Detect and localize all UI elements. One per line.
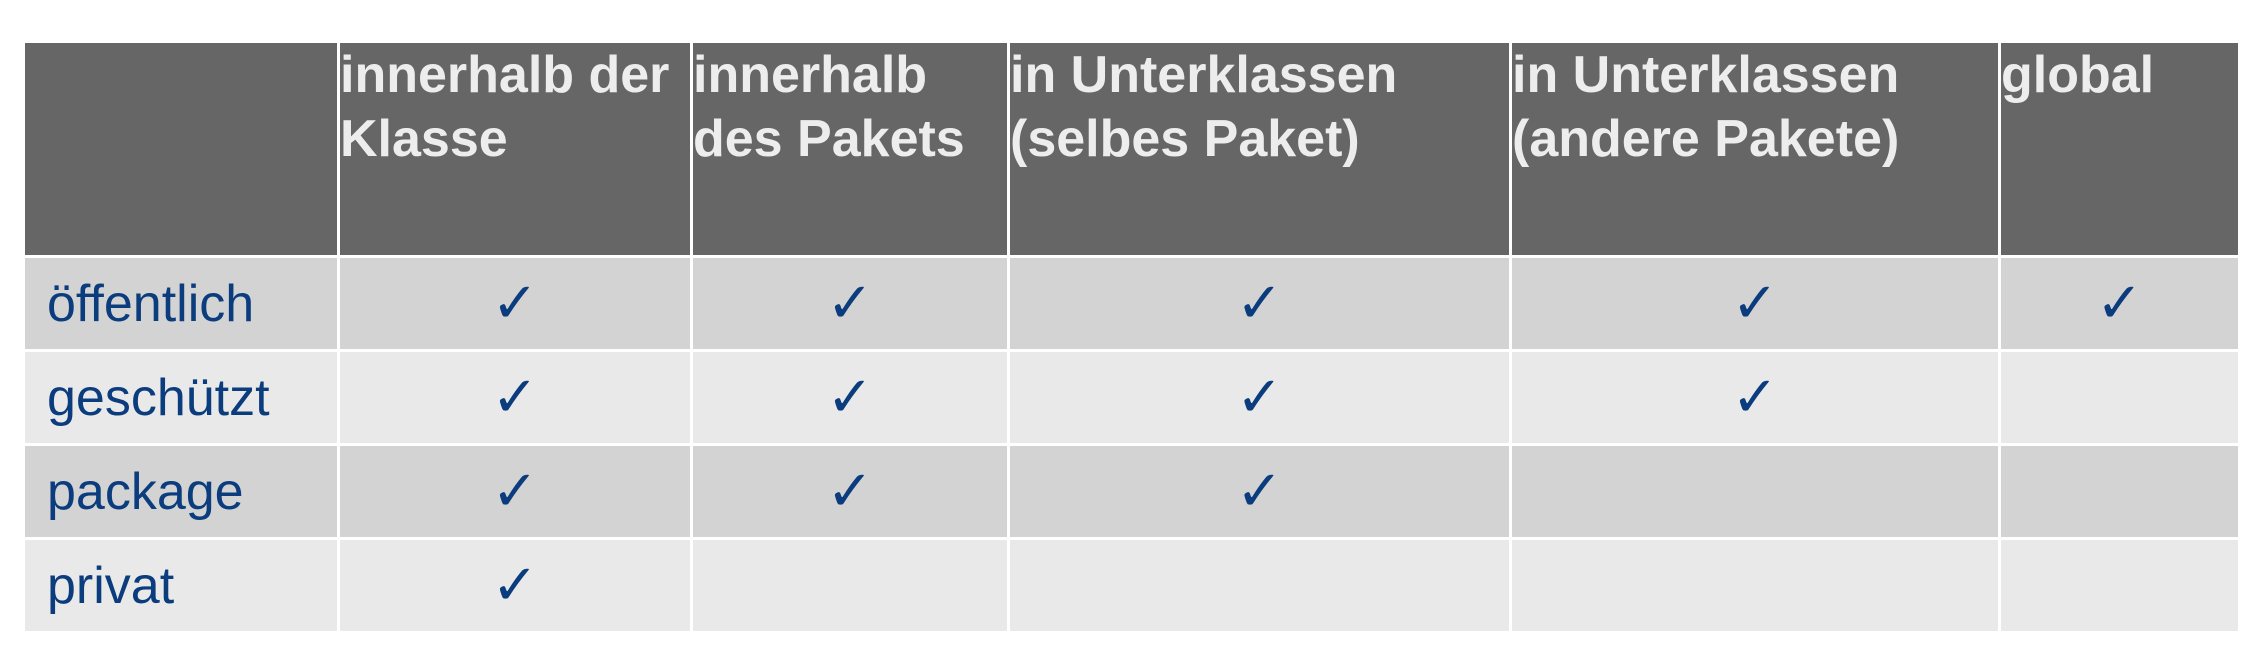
- access-modifier-table: innerhalb der Klasse innerhalb des Paket…: [22, 40, 2241, 634]
- check-mark: ✓: [1007, 443, 1512, 540]
- column-header-package: innerhalb des Pakets: [690, 40, 1010, 258]
- row-label: öffentlich: [22, 255, 340, 352]
- empty-cell: [1509, 537, 2001, 634]
- check-mark: ✓: [337, 255, 693, 352]
- check-mark: ✓: [690, 443, 1010, 540]
- empty-cell: [1998, 537, 2241, 634]
- check-mark: ✓: [1509, 349, 2001, 446]
- check-mark: ✓: [1998, 255, 2241, 352]
- column-header-subclass-other-package: in Unterklassen (andere Pakete): [1509, 40, 2001, 258]
- row-label: privat: [22, 537, 340, 634]
- row-label: package: [22, 443, 340, 540]
- check-mark: ✓: [337, 349, 693, 446]
- header-corner: [22, 40, 340, 258]
- table-row: package ✓ ✓ ✓: [22, 443, 2241, 540]
- header-row: innerhalb der Klasse innerhalb des Paket…: [22, 40, 2241, 258]
- table-row: privat ✓: [22, 537, 2241, 634]
- column-header-global: global: [1998, 40, 2241, 258]
- empty-cell: [1509, 443, 2001, 540]
- column-header-subclass-same-package: in Unterklassen (selbes Paket): [1007, 40, 1512, 258]
- check-mark: ✓: [337, 443, 693, 540]
- check-mark: ✓: [1007, 349, 1512, 446]
- empty-cell: [1998, 349, 2241, 446]
- empty-cell: [1998, 443, 2241, 540]
- check-mark: ✓: [690, 349, 1010, 446]
- check-mark: ✓: [690, 255, 1010, 352]
- column-header-class: innerhalb der Klasse: [337, 40, 693, 258]
- check-mark: ✓: [1007, 255, 1512, 352]
- empty-cell: [1007, 537, 1512, 634]
- check-mark: ✓: [1509, 255, 2001, 352]
- table-row: geschützt ✓ ✓ ✓ ✓: [22, 349, 2241, 446]
- check-mark: ✓: [337, 537, 693, 634]
- row-label: geschützt: [22, 349, 340, 446]
- table-row: öffentlich ✓ ✓ ✓ ✓ ✓: [22, 255, 2241, 352]
- empty-cell: [690, 537, 1010, 634]
